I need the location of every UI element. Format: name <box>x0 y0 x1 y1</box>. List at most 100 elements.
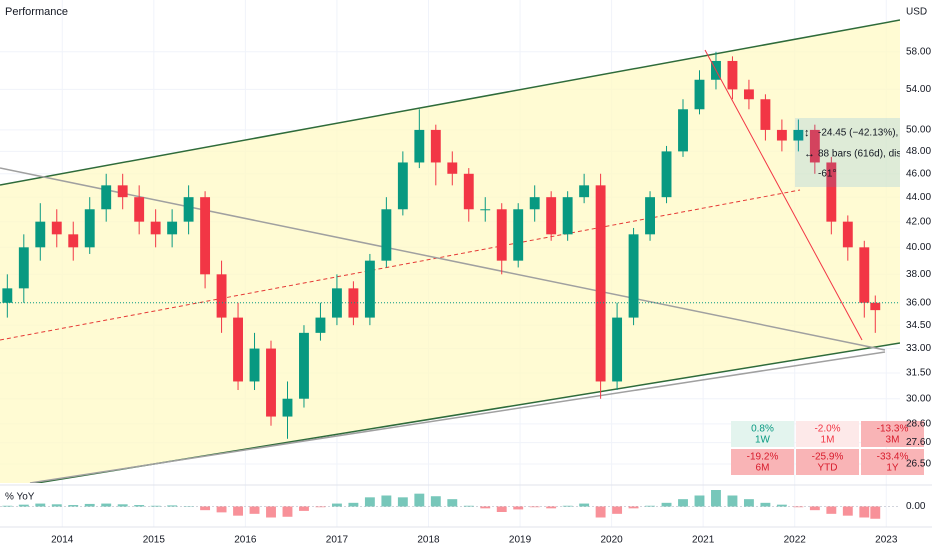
y-tick-label: 38.00 <box>906 269 931 280</box>
perf-value: -13.3% <box>877 424 909 435</box>
candle-body <box>249 348 260 382</box>
yoy-bar <box>562 505 573 507</box>
yoy-bar <box>216 506 227 513</box>
candle-body <box>595 185 606 382</box>
channel-fill <box>0 20 900 483</box>
y-tick-label: 58.00 <box>906 46 931 57</box>
yoy-bar <box>397 497 408 507</box>
x-tick-label: 2023 <box>875 535 898 546</box>
candle-body <box>480 209 491 211</box>
candle-body <box>381 209 392 261</box>
overlay: ↕ ↔ -24.45 (−42.13%), −244 88 bars (616d… <box>704 49 926 341</box>
perf-cell <box>731 449 794 475</box>
yoy-bar <box>743 499 754 507</box>
perf-cell <box>731 421 794 447</box>
yoy-bar <box>496 506 507 512</box>
candle-body <box>826 162 837 222</box>
perf-period: YTD <box>818 463 838 474</box>
yoy-bar <box>760 502 771 507</box>
trend-line <box>0 167 886 351</box>
candle-body <box>529 197 540 210</box>
candle-body <box>809 129 820 163</box>
candle-body <box>35 221 46 248</box>
measure-icon: ↕ <box>804 127 810 139</box>
yoy-bar <box>793 506 804 508</box>
candle-body <box>793 129 804 141</box>
yoy-bar <box>628 506 639 509</box>
drawings <box>0 19 900 483</box>
perf-period: 1W <box>755 435 771 446</box>
yoy-bar <box>331 503 342 507</box>
perf-cell <box>796 421 859 447</box>
candle-body <box>167 221 178 235</box>
yoy-title: % YoY <box>5 492 35 503</box>
candle-body <box>233 317 243 382</box>
yoy-bar <box>546 506 557 509</box>
candle-body <box>200 197 211 275</box>
y-tick-label: 48.00 <box>906 146 931 157</box>
candle-body <box>101 185 112 210</box>
yoy-bar <box>150 505 161 507</box>
channel-mid <box>0 189 801 341</box>
yoy-bar <box>68 505 79 507</box>
candle-body <box>562 197 573 235</box>
yoy-bar <box>463 505 474 507</box>
x-tick-label: 2017 <box>326 535 349 546</box>
candle-body <box>776 129 787 141</box>
yoy-bar <box>859 506 870 518</box>
candle-body <box>282 398 293 417</box>
candle-body <box>68 234 79 248</box>
perf-value: 0.8% <box>751 424 774 435</box>
candle-body <box>397 162 408 210</box>
candle-body <box>414 129 425 163</box>
x-tick-label: 2021 <box>692 535 715 546</box>
currency: USD <box>906 7 927 18</box>
yoy-bar <box>727 495 738 507</box>
yoy-bar <box>315 506 326 508</box>
yoy-bar <box>84 503 95 507</box>
x-tick-label: 2022 <box>784 535 807 546</box>
yoy-bar <box>299 506 309 511</box>
perf-cell <box>861 449 924 475</box>
candle-body <box>743 89 754 100</box>
yoy-bar <box>870 506 881 519</box>
perf-period: 3M <box>886 435 900 446</box>
yoy-bar <box>134 505 145 507</box>
y-tick-label: 46.00 <box>906 168 931 179</box>
yoy-bar <box>414 493 425 507</box>
measure-text: -24.45 (−42.13%), −244 <box>818 128 924 139</box>
candle-body <box>727 60 738 90</box>
yoy-bar <box>266 506 276 518</box>
candle-body <box>266 348 276 417</box>
y-tick-label: 31.50 <box>906 368 931 379</box>
measure-box <box>795 118 900 187</box>
yoy-bar <box>200 506 211 511</box>
yoy-bar <box>595 506 606 518</box>
candle-body <box>870 302 881 311</box>
yoy-bar <box>842 506 853 516</box>
x-tick-label: 2015 <box>143 535 166 546</box>
yoy-bar <box>117 504 128 507</box>
measure-line <box>704 49 863 341</box>
candle-body <box>842 221 853 248</box>
yoy-bar <box>711 490 721 507</box>
candle-body <box>496 209 507 261</box>
candle-body <box>678 109 688 152</box>
channel-top <box>0 19 900 186</box>
candle-body <box>645 197 655 235</box>
y-tick-label: 54.00 <box>906 84 931 95</box>
measure-text: 88 bars (616d), distance <box>818 149 926 160</box>
measure-text: -61° <box>818 169 836 180</box>
yoy-tick-label: 0.00 <box>906 501 926 512</box>
yoy-bar <box>282 506 293 517</box>
candle-body <box>661 151 672 198</box>
yoy-bar <box>2 505 13 507</box>
candle-body <box>760 99 771 130</box>
y-tick-label: 30.00 <box>906 393 931 404</box>
candle-body <box>579 185 590 198</box>
candle-body <box>430 129 441 163</box>
yoy-bar <box>167 505 178 507</box>
yoy-bar <box>480 506 491 509</box>
candle-body <box>150 221 161 235</box>
